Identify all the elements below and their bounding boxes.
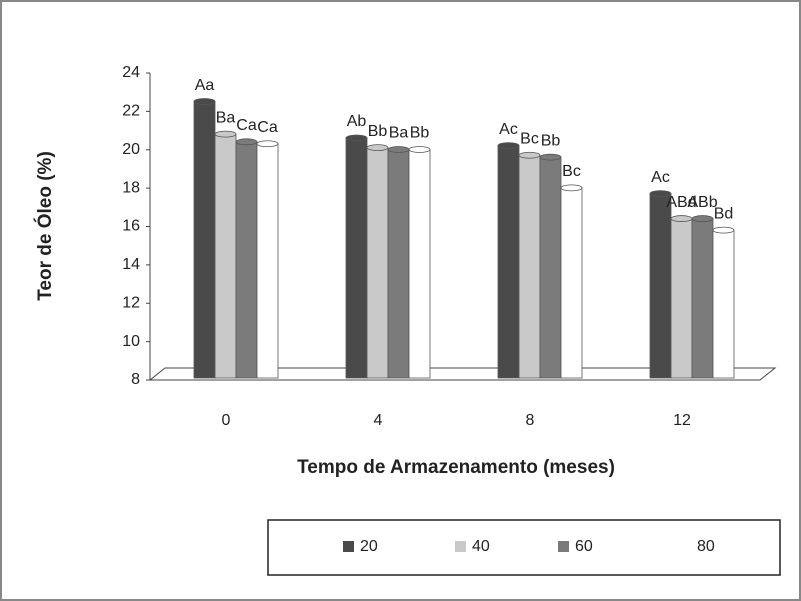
bar-top [366,144,389,151]
bar-top [497,142,520,150]
bar-top [345,134,368,142]
x-tick-label: 4 [374,412,383,429]
x-tick-label: 8 [526,412,535,429]
bar-top [712,226,735,234]
bar-top [649,190,672,198]
significance-label: Ba [389,125,409,142]
significance-label: Ac [499,121,518,138]
legend-label: 40 [472,538,490,555]
significance-label: Bd [714,205,734,222]
legend-swatch [558,541,569,552]
y-tick-label: 8 [131,371,140,388]
y-tick-label: 18 [122,179,140,196]
bar [518,154,541,379]
legend-swatch [455,541,466,552]
x-tick-label: 12 [673,412,691,429]
bar [214,133,237,379]
significance-label: Bc [520,130,539,147]
legend-swatch [343,541,354,552]
significance-label: Bc [562,163,581,180]
legend-label: 80 [697,538,715,555]
y-tick-label: 20 [122,141,140,158]
bar-top [256,140,279,148]
significance-label: ABb [687,194,717,211]
bar-top [214,130,237,138]
bar-top [539,153,562,161]
bar-top [518,151,541,159]
significance-label: Bb [541,132,561,149]
significance-label: Aa [195,77,215,94]
bar [691,218,714,379]
bar [256,143,279,379]
y-tick-label: 16 [122,218,140,235]
bar-top [387,146,410,153]
y-tick-label: 14 [122,256,140,273]
significance-label: ABd [666,194,696,211]
bar [408,149,431,379]
bar [670,218,693,379]
floor [148,367,777,381]
x-tick-label: 0 [222,412,231,429]
y-tick-label: 10 [122,333,140,350]
bar [712,229,735,379]
legend-label: 20 [360,538,378,555]
bar [649,193,672,379]
bar [387,149,410,379]
bar [235,141,258,379]
significance-label: Ab [347,113,367,130]
y-tick-label: 12 [122,294,140,311]
legend-label: 60 [575,538,593,555]
legend-swatch [680,541,691,552]
bar-top [235,138,258,146]
significance-label: Bb [410,125,430,142]
significance-label: Ba [216,109,236,126]
bar [366,147,389,379]
bar [560,187,583,379]
significance-label: Ca [236,117,257,134]
significance-label: Ac [651,169,670,186]
significance-label: Ca [257,119,278,136]
bar [345,137,368,379]
bar-top [193,98,216,105]
significance-label: Bb [368,123,388,140]
bar [193,101,216,379]
x-axis-title: Tempo de Armazenamento (meses) [297,457,615,478]
bar [497,145,520,379]
y-tick-label: 22 [122,103,140,120]
y-axis-title: Teor de Óleo (%) [34,151,56,301]
bar-top [408,146,431,153]
bar-top [691,215,714,222]
bar-top [670,215,693,222]
bar [539,156,562,379]
y-tick-label: 24 [122,64,140,81]
bar-top [560,184,583,192]
